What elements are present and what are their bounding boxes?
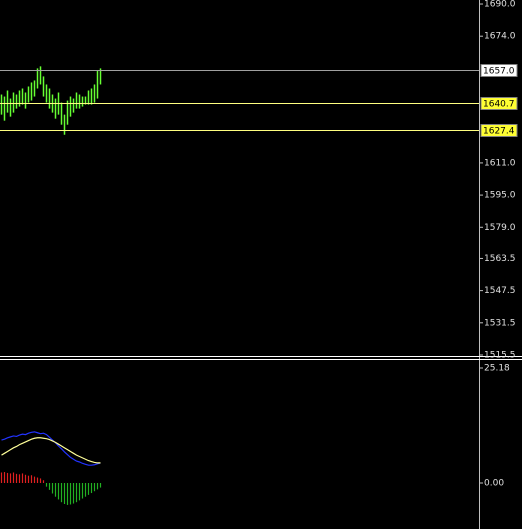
price-label: 1657.0 bbox=[483, 67, 515, 77]
y-tick-label: 1515.5 bbox=[484, 350, 516, 360]
indicator-line bbox=[1, 431, 101, 466]
y-tick-label: 0.00 bbox=[484, 479, 504, 489]
y-tick-label: 1611.0 bbox=[484, 158, 516, 168]
indicator-line bbox=[1, 437, 101, 464]
price-label: 1627.4 bbox=[483, 127, 515, 137]
y-tick-label: 1690.0 bbox=[484, 0, 516, 10]
price-label: 1640.7 bbox=[483, 100, 515, 110]
price-label-box bbox=[480, 64, 518, 77]
y-tick-label: 1563.5 bbox=[484, 254, 516, 264]
y-tick-label: 25.18 bbox=[484, 363, 510, 373]
price-label-box bbox=[480, 124, 518, 137]
y-tick-label: 1579.0 bbox=[484, 223, 516, 233]
y-tick-label: 1547.5 bbox=[484, 286, 516, 296]
y-tick-label: 1595.0 bbox=[484, 191, 516, 201]
y-tick-label: 1531.5 bbox=[484, 318, 516, 328]
y-tick-label: 1674.0 bbox=[484, 32, 516, 42]
price-label-box bbox=[480, 97, 518, 110]
